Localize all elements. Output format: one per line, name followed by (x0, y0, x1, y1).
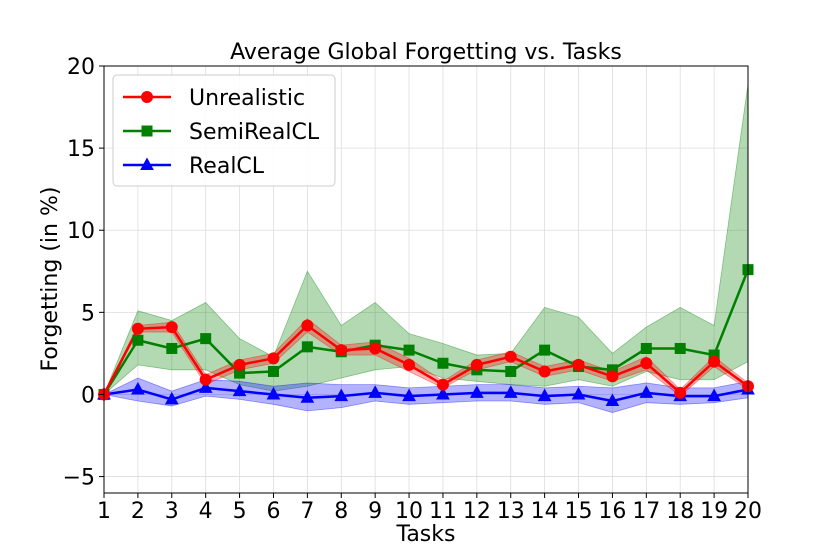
legend-marker-realcl (140, 157, 154, 170)
data-point-unrealistic (301, 319, 314, 332)
data-point-unrealistic (504, 350, 517, 363)
x-tick-label: 13 (497, 499, 525, 524)
legend-label: Unrealistic (189, 86, 305, 111)
data-point-unrealistic (470, 358, 483, 371)
data-point-realcl (537, 388, 552, 402)
legend-label: RealCL (189, 154, 265, 179)
x-tick-label: 1 (97, 499, 111, 524)
y-axis-title: Forgetting (in %) (38, 187, 63, 372)
data-point-realcl (368, 385, 383, 398)
data-point-unrealistic (369, 342, 382, 355)
data-point-unrealistic (640, 357, 653, 370)
data-point-unrealistic (674, 386, 687, 399)
x-tick-label: 16 (598, 499, 626, 524)
data-point-unrealistic (403, 358, 416, 371)
chart-title: Average Global Forgetting vs. Tasks (230, 40, 622, 65)
x-tick-label: 12 (463, 499, 491, 524)
data-point-realcl (707, 388, 721, 402)
x-tick-label: 7 (300, 499, 314, 524)
data-point-realcl (232, 383, 247, 397)
data-point-realcl (605, 393, 620, 407)
series-line-semirealcl (102, 269, 750, 396)
x-tick-label: 11 (429, 499, 457, 524)
data-point-semirealcl (539, 344, 551, 356)
legend-frame (112, 74, 336, 187)
x-tick-label: 14 (531, 499, 559, 524)
plot-frame (103, 65, 749, 494)
data-point-realcl (469, 385, 484, 398)
data-point-realcl (334, 388, 349, 402)
y-tick-label: 5 (81, 301, 95, 326)
data-point-unrealistic (335, 344, 348, 357)
x-tick-label: 9 (368, 499, 382, 524)
x-tick-label: 3 (165, 499, 179, 524)
y-tick-label: 0 (81, 383, 95, 408)
x-tick-label: 4 (199, 499, 213, 524)
data-point-semirealcl (132, 334, 144, 346)
y-axis-ticks: −5 0 5 10 15 20 (63, 55, 104, 491)
data-point-semirealcl (437, 357, 449, 369)
x-tick-label: 2 (131, 499, 145, 524)
data-point-unrealistic (199, 373, 212, 386)
series-lines (102, 269, 750, 403)
data-point-realcl (402, 388, 416, 402)
data-point-unrealistic (606, 370, 619, 383)
data-point-realcl (639, 385, 654, 398)
data-point-realcl (571, 386, 586, 400)
data-point-unrealistic (267, 352, 280, 365)
data-point-realcl (164, 391, 179, 405)
x-axis-ticks: 1 2 3 4 5 6 7 8 9 10 11 12 13 14 15 16 17 18 19 20 (97, 493, 762, 524)
series-line-unrealistic (102, 324, 749, 396)
data-point-semirealcl (640, 342, 652, 354)
data-point-unrealistic (538, 365, 551, 378)
series-line-realcl (103, 386, 749, 403)
x-tick-label: 19 (700, 499, 728, 524)
x-tick-label: 17 (632, 499, 660, 524)
data-point-realcl (436, 386, 450, 400)
x-tick-label: 15 (565, 499, 593, 524)
legend-marker-semirealcl (141, 125, 153, 137)
y-tick-label: 20 (67, 55, 95, 80)
data-point-unrealistic (131, 322, 144, 335)
y-tick-label: 15 (67, 137, 95, 162)
data-point-semirealcl (301, 341, 313, 353)
x-tick-label: 8 (334, 499, 348, 524)
data-point-semirealcl (403, 344, 415, 356)
x-axis-title: Tasks (396, 522, 456, 547)
y-tick-label: −5 (63, 466, 95, 491)
x-tick-label: 5 (233, 499, 247, 524)
legend: Unrealistic SemiRealCL RealCL (112, 74, 336, 187)
x-tick-label: 10 (395, 499, 423, 524)
data-point-realcl (503, 385, 518, 398)
data-point-unrealistic (436, 378, 449, 391)
x-tick-label: 6 (266, 499, 280, 524)
data-point-semirealcl (166, 342, 178, 354)
data-point-realcl (131, 381, 145, 395)
data-point-semirealcl (267, 365, 279, 377)
legend-label: SemiRealCL (189, 120, 320, 145)
data-point-realcl (266, 386, 281, 400)
data-point-realcl (300, 390, 315, 403)
data-point-unrealistic (233, 358, 246, 371)
x-tick-label: 18 (666, 499, 694, 524)
data-point-unrealistic (572, 358, 585, 371)
data-point-semirealcl (674, 342, 686, 354)
data-point-semirealcl (505, 365, 517, 377)
x-tick-label: 20 (734, 499, 762, 524)
data-point-unrealistic (708, 355, 721, 368)
data-point-realcl (198, 380, 213, 393)
y-tick-label: 10 (67, 219, 95, 244)
data-point-semirealcl (200, 333, 212, 345)
legend-marker-unrealistic (141, 91, 153, 103)
data-point-unrealistic (165, 321, 178, 334)
